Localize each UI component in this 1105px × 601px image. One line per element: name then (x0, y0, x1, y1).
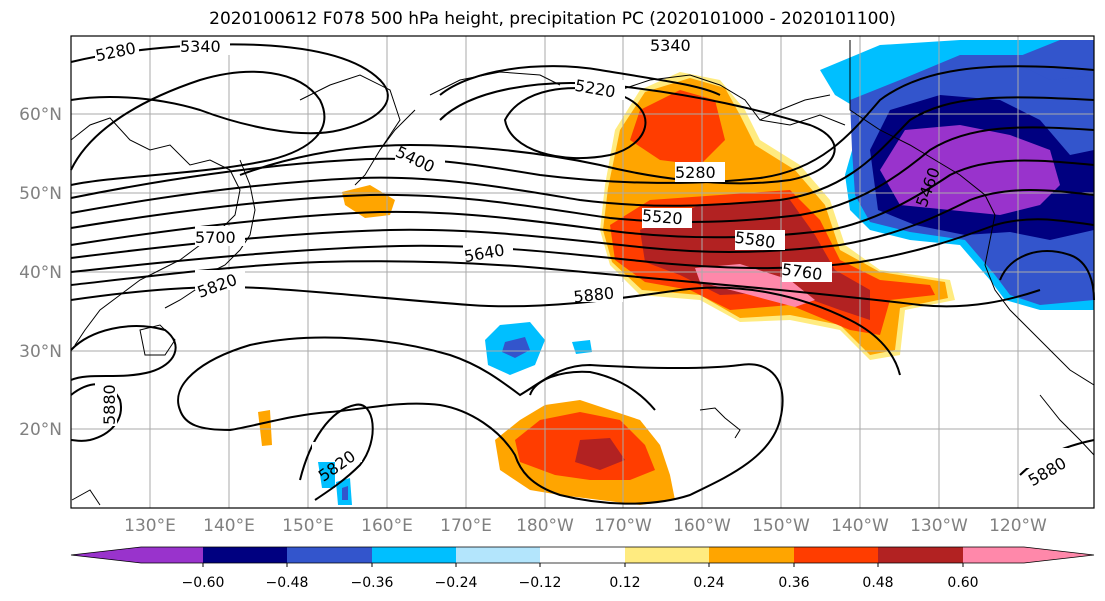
longitude-labels: 130°E 140°E 150°E 160°E 170°E 180°W 170°… (124, 516, 1047, 536)
colorbar-tick-label: −0.36 (351, 575, 394, 591)
colorbar-segment (456, 547, 540, 563)
colorbar-tick-label: 0.48 (862, 575, 893, 591)
lon-label: 180°W (516, 516, 574, 536)
contour-label: 5340 (180, 37, 221, 56)
colorbar-segment (878, 547, 963, 563)
lon-label: 130°E (124, 516, 176, 536)
lat-label: 50°N (19, 184, 62, 204)
colorbar-tick-label: 0.36 (778, 575, 809, 591)
colorbar-segment (709, 547, 794, 563)
contour-label: 5520 (641, 206, 683, 228)
colorbar-segment (287, 547, 372, 563)
contour-label: 5700 (195, 228, 236, 247)
map-title: 2020100612 F078 500 hPa height, precipit… (209, 9, 896, 29)
contour-label: 5880 (100, 384, 119, 425)
contour-label: 5280 (675, 163, 716, 182)
lon-label: 170°W (594, 516, 652, 536)
lat-label: 60°N (19, 105, 62, 125)
lon-label: 140°W (831, 516, 889, 536)
lon-label: 160°E (361, 516, 413, 536)
lon-label: 170°E (440, 516, 492, 536)
colorbar-ticks: −0.60 −0.48 −0.36 −0.24 −0.12 0.12 0.24 … (182, 575, 979, 591)
colorbar-tick-label: −0.24 (435, 575, 478, 591)
height-contours (70, 43, 1095, 505)
contour-label: 5340 (650, 36, 691, 55)
colorbar-outline (70, 546, 1095, 564)
colorbar-tick-label: −0.48 (266, 575, 309, 591)
colorbar-tick-label: 0.60 (947, 575, 978, 591)
lon-label: 120°W (989, 516, 1047, 536)
colorbar-tick-label: −0.60 (182, 575, 225, 591)
colorbar-segment (372, 547, 456, 563)
colorbar-segment (540, 547, 625, 563)
lon-label: 150°W (752, 516, 810, 536)
lon-label: 140°E (203, 516, 255, 536)
colorbar-segment (625, 547, 709, 563)
contour-label: 5880 (573, 283, 615, 306)
lon-label: 130°W (910, 516, 968, 536)
colorbar (70, 546, 1095, 567)
colorbar-tick-label: 0.24 (693, 575, 724, 591)
lat-label: 40°N (19, 263, 62, 283)
lon-label: 160°W (673, 516, 731, 536)
map-frame (70, 35, 1095, 509)
lon-label: 150°E (282, 516, 334, 536)
latitude-labels: 60°N 50°N 40°N 30°N 20°N (19, 105, 62, 440)
lat-label: 30°N (19, 342, 62, 362)
lat-label: 20°N (19, 420, 62, 440)
colorbar-segment (794, 547, 878, 563)
colorbar-segment (71, 547, 203, 563)
colorbar-tick-label: 0.12 (609, 575, 640, 591)
contour-labels: 5280 5340 5340 5220 5400 5280 5520 5580 … (94, 35, 1072, 490)
colorbar-segment (203, 547, 287, 563)
colorbar-tick-label: −0.12 (519, 575, 562, 591)
colorbar-segment (963, 547, 1094, 563)
